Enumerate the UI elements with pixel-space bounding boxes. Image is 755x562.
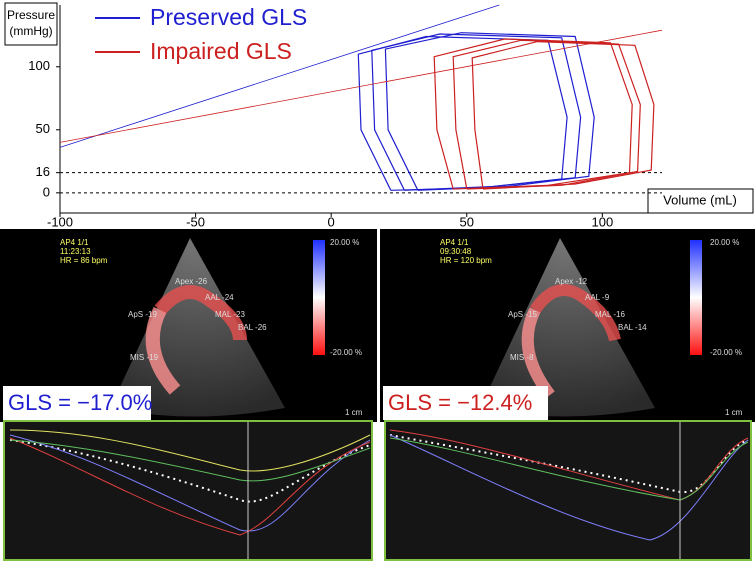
- y-tick-label: 100: [28, 58, 50, 73]
- segment-label: ApS -19: [128, 310, 157, 319]
- segment-label: MAL -23: [215, 310, 245, 319]
- gls-label: GLS = −12.4%: [388, 390, 532, 415]
- pv-loop: [471, 40, 655, 190]
- hr-label: HR = 86 bpm: [60, 256, 108, 265]
- espvr-line: [59, 4, 500, 148]
- scale-bottom: -20.00 %: [710, 348, 742, 357]
- segment-label: BAL -26: [238, 323, 267, 332]
- gls-box: [383, 386, 548, 420]
- x-tick-label: -100: [47, 214, 73, 229]
- time-label: 09:30:48: [440, 247, 472, 256]
- view-label: AP4 1/1: [440, 238, 469, 247]
- segment-label: MIS -8: [510, 353, 534, 362]
- segment-label: AAL -9: [585, 293, 610, 302]
- gls-label: GLS = −17.0%: [8, 390, 152, 415]
- view-label: AP4 1/1: [60, 238, 89, 247]
- scale-top: 20.00 %: [330, 238, 359, 247]
- x-tick-label: 100: [591, 214, 613, 229]
- pv-chart: Pressure (mmHg) Volume (mL) -100 -50 0 50 100…: [4, 2, 754, 229]
- y-tick-label: 16: [36, 164, 50, 179]
- segment-label: AAL -24: [205, 293, 234, 302]
- segment-label: Apex -26: [175, 277, 208, 286]
- y-label-box: [4, 2, 58, 46]
- pv-loop: [384, 32, 595, 191]
- segment-label: ApS -15: [508, 310, 537, 319]
- scale-bar: 1 cm: [345, 408, 363, 417]
- x-label: Volume (mL): [663, 192, 737, 207]
- espvr-line: [59, 29, 663, 143]
- x-tick-label: -50: [186, 214, 205, 229]
- y-label: Pressure (mmHg): [7, 8, 55, 38]
- segment-label: MAL -16: [595, 310, 625, 319]
- legend-label: Impaired GLS: [150, 38, 292, 64]
- pv-loop: [452, 39, 641, 190]
- segment-label: Apex -12: [555, 277, 588, 286]
- hr-label: HR = 120 bpm: [440, 256, 492, 265]
- x-label-box: [647, 188, 754, 214]
- x-tick-label: 0: [328, 214, 335, 229]
- legend-label: Preserved GLS: [150, 4, 307, 30]
- y-tick-label: 0: [43, 184, 50, 199]
- echo-panel-right: [380, 229, 755, 561]
- segment-label: BAL -14: [618, 323, 647, 332]
- segment-label: MIS -19: [130, 353, 159, 362]
- y-tick-label: 50: [36, 121, 50, 136]
- pv-loop: [433, 38, 633, 190]
- x-tick-label: 50: [460, 214, 474, 229]
- time-label: 11:23:13: [60, 247, 91, 256]
- scale-bottom: -20.00 %: [330, 348, 362, 357]
- scale-top: 20.00 %: [710, 238, 739, 247]
- scale-bar: 1 cm: [725, 408, 743, 417]
- gls-box: [3, 386, 151, 420]
